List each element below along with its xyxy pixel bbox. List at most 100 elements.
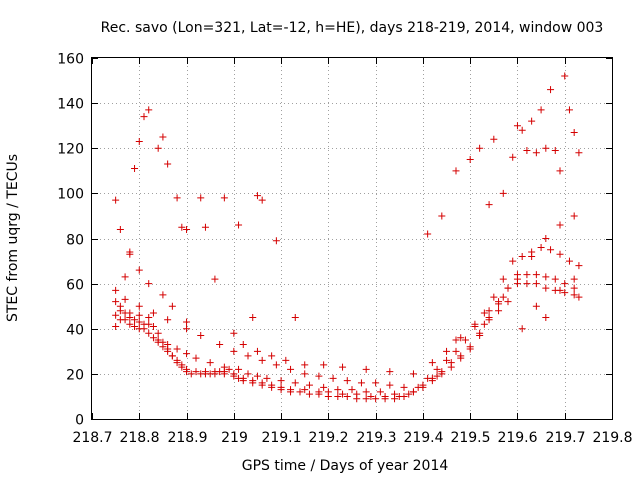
data-point [121, 316, 129, 324]
data-point [287, 365, 295, 373]
data-point [343, 392, 351, 400]
data-point [131, 322, 139, 330]
data-point [570, 275, 578, 283]
data-point [428, 359, 436, 367]
data-point [140, 113, 148, 121]
data-point [457, 334, 465, 342]
data-point [159, 133, 167, 141]
data-point [244, 352, 252, 360]
data-point [291, 313, 299, 321]
data-point [282, 356, 290, 364]
data-point [570, 212, 578, 220]
data-point [339, 363, 347, 371]
data-point [135, 318, 143, 326]
data-point [230, 347, 238, 355]
data-points [112, 72, 583, 403]
data-point [443, 347, 451, 355]
data-point [485, 307, 493, 315]
data-point [513, 271, 521, 279]
data-point [168, 302, 176, 310]
data-point [192, 368, 200, 376]
x-tick-label: 218.9 [167, 430, 207, 446]
x-tick-label: 219.8 [592, 430, 632, 446]
data-point [116, 307, 124, 315]
data-point [249, 377, 257, 385]
data-point [131, 165, 139, 173]
data-point [324, 392, 332, 400]
data-point [400, 392, 408, 400]
data-point [532, 149, 540, 157]
x-tick-label: 218.7 [72, 430, 112, 446]
data-point [575, 262, 583, 270]
data-point [509, 257, 517, 265]
data-point [561, 72, 569, 80]
data-point [183, 350, 191, 358]
data-point [239, 341, 247, 349]
data-point [154, 144, 162, 152]
data-point [523, 147, 531, 155]
data-point [343, 377, 351, 385]
data-point [178, 361, 186, 369]
data-point [372, 395, 380, 403]
data-point [183, 225, 191, 233]
data-point [551, 275, 559, 283]
data-point [542, 235, 550, 242]
data-point [249, 313, 257, 321]
data-point [211, 275, 219, 283]
data-point [268, 383, 276, 391]
x-tick-label: 219.6 [497, 430, 537, 446]
x-tick-label: 219.7 [545, 430, 585, 446]
data-point [112, 196, 120, 204]
data-point [400, 383, 408, 391]
data-point [320, 383, 328, 391]
data-point [376, 388, 384, 396]
data-point [126, 309, 134, 317]
data-point [485, 201, 493, 209]
data-point [461, 336, 469, 344]
data-point [556, 221, 564, 229]
data-point [513, 122, 521, 130]
x-tick-label: 219.1 [261, 430, 301, 446]
data-point [277, 377, 285, 385]
data-point [348, 386, 356, 394]
plot-frame [91, 57, 613, 420]
y-tick-label: 20 [66, 368, 84, 384]
data-point [438, 212, 446, 220]
data-point [197, 194, 205, 202]
data-point [565, 106, 573, 114]
data-point [112, 286, 120, 294]
chart-title: Rec. savo (Lon=321, Lat=-12, h=HE), days… [101, 20, 604, 36]
data-point [258, 356, 266, 364]
data-point [556, 250, 564, 258]
data-point [362, 388, 370, 396]
data-point [433, 372, 441, 380]
data-point [135, 266, 143, 274]
data-point [187, 370, 195, 378]
data-point [121, 273, 129, 281]
data-point [168, 352, 176, 360]
data-point [542, 284, 550, 292]
data-point [173, 194, 181, 202]
y-tick-label: 40 [66, 323, 84, 339]
data-point [409, 388, 417, 396]
data-point [556, 167, 564, 175]
data-point [145, 106, 153, 114]
data-point [542, 313, 550, 321]
data-point [471, 320, 479, 328]
data-point [149, 334, 157, 342]
x-axis-label: GPS time / Days of year 2014 [242, 458, 449, 474]
data-point [528, 253, 536, 261]
data-point [305, 381, 313, 389]
data-point [532, 280, 540, 288]
data-point [532, 302, 540, 310]
data-point [329, 374, 337, 382]
data-point [537, 106, 545, 114]
data-point [192, 354, 200, 362]
data-point [320, 361, 328, 369]
data-point [405, 390, 413, 398]
data-point [301, 370, 309, 378]
data-point [301, 361, 309, 369]
data-point [258, 381, 266, 389]
data-point [135, 137, 143, 145]
data-point [334, 392, 342, 400]
